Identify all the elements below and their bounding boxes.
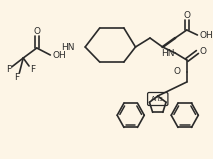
Text: O: O xyxy=(183,10,190,20)
Text: HN: HN xyxy=(61,42,75,52)
Text: F: F xyxy=(6,66,11,75)
Text: O: O xyxy=(200,46,207,55)
Text: OH: OH xyxy=(52,51,66,59)
Text: F: F xyxy=(30,65,36,73)
Text: O: O xyxy=(33,27,40,35)
FancyBboxPatch shape xyxy=(148,93,168,106)
Text: F: F xyxy=(14,73,19,82)
Text: Ans: Ans xyxy=(151,96,164,102)
Text: O: O xyxy=(174,68,181,76)
Text: OH: OH xyxy=(199,31,213,39)
Text: HN: HN xyxy=(161,49,174,59)
